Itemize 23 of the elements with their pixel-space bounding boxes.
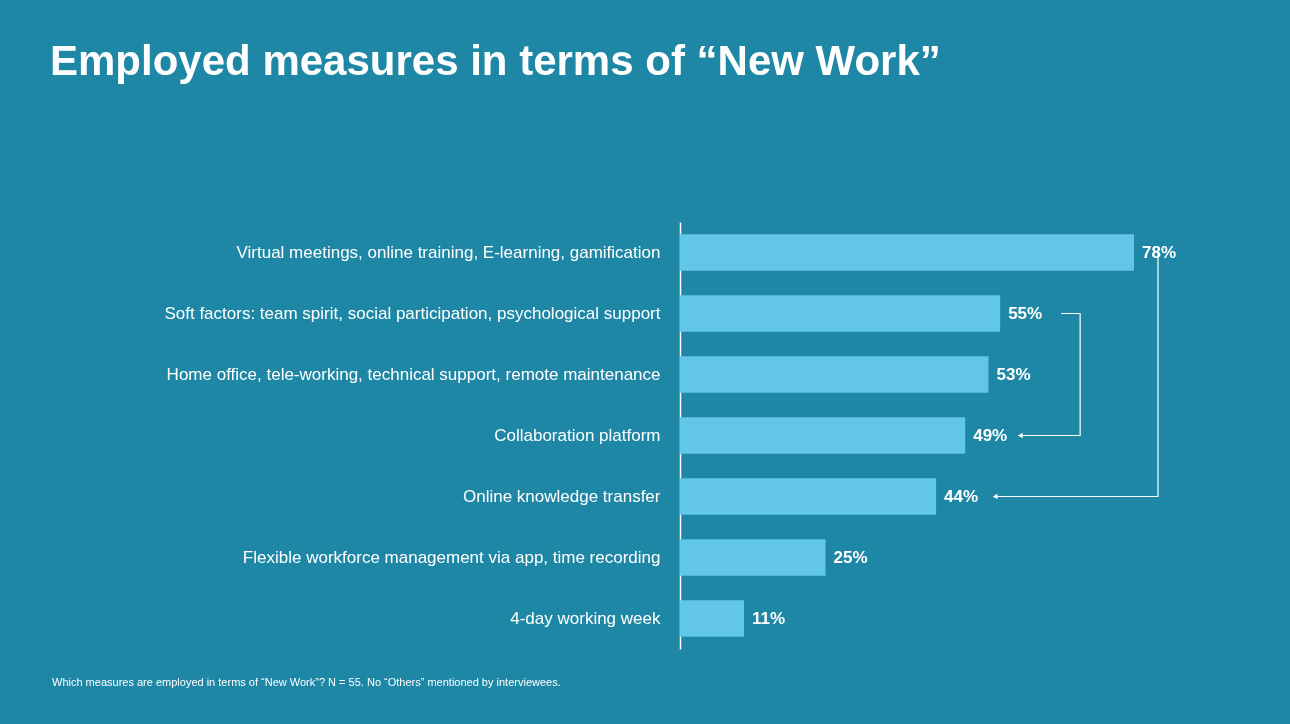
text: Which measures are employed in terms of “New Work”? N = 55. No “Others” mentioned by interviewees. <box>52 676 561 688</box>
data-label: 55% <box>1008 303 1043 323</box>
y-tick-label: Home office, tele-working, technical support, remote maintenance <box>166 364 661 384</box>
bar <box>680 234 1134 271</box>
bar <box>680 356 989 393</box>
y-tick-label: Soft factors: team spirit, social participation, psychological support <box>164 303 661 323</box>
bar <box>680 295 1001 332</box>
bar <box>680 478 937 515</box>
bar <box>680 600 745 637</box>
y-tick-label: Virtual meetings, online training, E-learning, gamification <box>236 242 661 262</box>
data-label: 78% <box>1142 242 1177 262</box>
y-tick-label: Collaboration platform <box>494 425 661 445</box>
y-tick-label: Online knowledge transfer <box>462 486 661 506</box>
bar <box>680 539 826 576</box>
y-tick-label: Flexible workforce management via app, time recording <box>242 547 661 567</box>
data-label: 53% <box>996 364 1031 384</box>
chart-title: Employed measures in terms of “New Work” <box>50 37 941 84</box>
bar <box>680 417 966 454</box>
data-label: 49% <box>973 425 1008 445</box>
data-label: 25% <box>833 547 868 567</box>
data-label: 44% <box>944 486 979 506</box>
y-tick-label: 4-day working week <box>510 608 661 628</box>
data-label: 11% <box>752 608 786 628</box>
